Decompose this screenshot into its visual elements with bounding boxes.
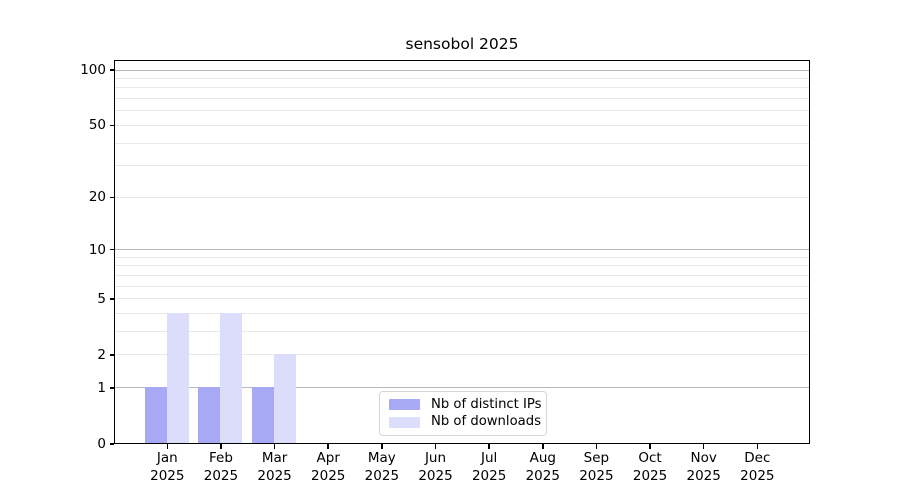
- x-tick-mark: [702, 444, 705, 449]
- x-tick-mark: [327, 444, 329, 449]
- x-tick-month: Jul: [480, 450, 498, 466]
- x-tick-mark: [649, 444, 651, 449]
- x-tick-year: 2025: [579, 467, 614, 484]
- gridline-major: [115, 69, 809, 71]
- bar-nb-of-downloads-mar: [274, 354, 297, 443]
- x-tick-label-jan: Jan 2025: [122, 450, 212, 485]
- x-tick-label-may: May 2025: [337, 450, 427, 485]
- x-tick-mark: [488, 444, 490, 449]
- x-tick-mark: [273, 444, 276, 449]
- x-tick-label-oct: Oct 2025: [605, 450, 695, 485]
- y-tick-label-10: 10: [88, 241, 106, 258]
- x-tick-year: 2025: [311, 467, 346, 484]
- gridline-minor: [115, 196, 809, 198]
- x-tick-label-mar: Mar 2025: [230, 450, 320, 485]
- x-tick-label-nov: Nov 2025: [659, 450, 749, 485]
- x-tick-label-jun: Jun 2025: [391, 450, 481, 485]
- y-tick-label-50: 50: [88, 117, 106, 134]
- gridline-minor: [115, 274, 809, 276]
- y-tick-mark: [109, 298, 114, 300]
- x-tick-label-jul: Jul 2025: [444, 450, 534, 485]
- bar-nb-of-distinct-ips-mar: [252, 387, 275, 443]
- x-tick-mark: [542, 444, 544, 449]
- x-tick-label-aug: Aug 2025: [498, 450, 588, 485]
- x-tick-month: Oct: [638, 450, 662, 466]
- gridline-minor: [115, 256, 809, 258]
- bar-nb-of-downloads-feb: [220, 313, 243, 443]
- gridline-minor: [115, 298, 809, 300]
- legend-swatch: [389, 416, 420, 428]
- x-tick-year: 2025: [150, 467, 185, 484]
- x-tick-month: May: [367, 450, 396, 466]
- x-tick-mark: [220, 444, 222, 449]
- x-tick-month: Jun: [424, 450, 447, 466]
- x-tick-label-feb: Feb 2025: [176, 450, 266, 485]
- x-tick-year: 2025: [418, 467, 453, 484]
- x-tick-year: 2025: [203, 467, 239, 484]
- gridline-major: [115, 249, 809, 251]
- gridline-minor: [115, 165, 809, 167]
- legend-row: Nb of downloads: [389, 414, 541, 430]
- x-tick-year: 2025: [364, 467, 400, 484]
- x-tick-month: Nov: [690, 450, 717, 466]
- x-tick-year: 2025: [686, 467, 721, 484]
- y-tick-mark: [109, 354, 114, 356]
- bar-nb-of-distinct-ips-jan: [144, 387, 167, 443]
- y-tick-label-5: 5: [97, 290, 106, 307]
- chart-title: sensobol 2025: [405, 35, 519, 53]
- x-tick-year: 2025: [471, 467, 507, 484]
- x-tick-month: Feb: [208, 450, 233, 466]
- y-tick-mark: [109, 248, 114, 251]
- x-tick-label-sep: Sep 2025: [551, 450, 641, 485]
- x-tick-year: 2025: [632, 467, 668, 484]
- gridline-minor: [115, 77, 809, 79]
- gridline-minor: [115, 285, 809, 287]
- x-tick-mark: [595, 444, 598, 449]
- legend-label: Nb of downloads: [431, 414, 541, 430]
- x-tick-month: Mar: [261, 450, 288, 466]
- plot-area: [114, 60, 810, 444]
- x-tick-month: Apr: [316, 450, 340, 466]
- gridline-minor: [115, 354, 809, 356]
- x-tick-month: Dec: [744, 450, 771, 466]
- x-tick-mark: [756, 444, 759, 449]
- y-tick-mark: [109, 69, 114, 71]
- legend-label: Nb of distinct IPs: [431, 396, 542, 412]
- gridline-minor: [115, 87, 809, 89]
- bar-nb-of-distinct-ips-feb: [198, 387, 221, 443]
- x-tick-mark: [166, 444, 169, 449]
- x-tick-year: 2025: [740, 467, 775, 484]
- x-tick-month: Sep: [583, 450, 610, 466]
- x-tick-month: Jan: [156, 450, 178, 466]
- bar-nb-of-downloads-jan: [166, 313, 189, 443]
- gridline-major: [115, 387, 809, 389]
- y-tick-label-1: 1: [97, 379, 106, 396]
- x-tick-label-dec: Dec 2025: [712, 450, 802, 485]
- x-tick-year: 2025: [257, 467, 292, 484]
- y-tick-label-2: 2: [97, 346, 106, 363]
- y-tick-mark: [109, 196, 114, 199]
- x-tick-month: Aug: [529, 450, 556, 466]
- gridline-minor: [115, 142, 809, 144]
- legend-swatch: [389, 399, 420, 411]
- y-tick-label-0: 0: [97, 436, 106, 452]
- x-tick-label-apr: Apr 2025: [283, 450, 373, 485]
- x-tick-mark: [381, 444, 383, 449]
- y-tick-mark: [109, 124, 114, 127]
- gridline-minor: [115, 313, 809, 315]
- gridline-minor: [115, 124, 809, 126]
- y-tick-mark: [109, 443, 114, 445]
- y-tick-mark: [109, 387, 114, 389]
- y-tick-label-100: 100: [80, 62, 106, 78]
- gridline-minor: [115, 265, 809, 267]
- legend: Nb of distinct IPs Nb of downloads: [379, 391, 547, 436]
- y-tick-label-20: 20: [88, 189, 106, 206]
- legend-row: Nb of distinct IPs: [389, 397, 542, 413]
- gridline-minor: [115, 110, 809, 112]
- gridline-minor: [115, 331, 809, 333]
- x-tick-mark: [434, 444, 437, 449]
- gridline-minor: [115, 98, 809, 100]
- x-tick-year: 2025: [525, 467, 560, 484]
